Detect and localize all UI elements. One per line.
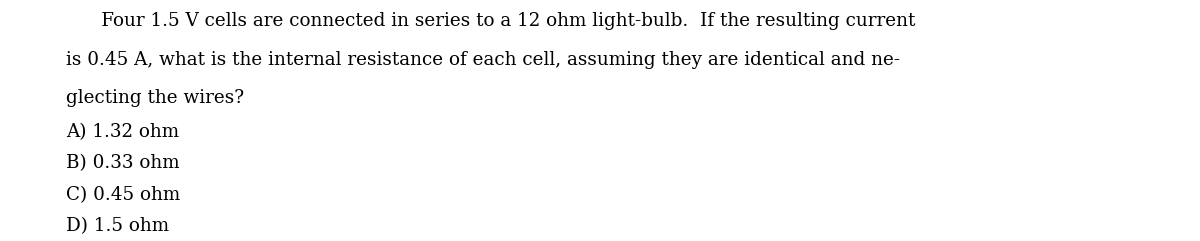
Text: Four 1.5 V cells are connected in series to a 12 ohm light-bulb.  If the resulti: Four 1.5 V cells are connected in series… (66, 12, 916, 30)
Text: is 0.45 A, what is the internal resistance of each cell, assuming they are ident: is 0.45 A, what is the internal resistan… (66, 51, 900, 69)
Text: D) 1.5 ohm: D) 1.5 ohm (66, 217, 169, 235)
Text: C) 0.45 ohm: C) 0.45 ohm (66, 186, 180, 204)
Text: A) 1.32 ohm: A) 1.32 ohm (66, 123, 179, 141)
Text: B) 0.33 ohm: B) 0.33 ohm (66, 154, 180, 172)
Text: glecting the wires?: glecting the wires? (66, 89, 244, 107)
